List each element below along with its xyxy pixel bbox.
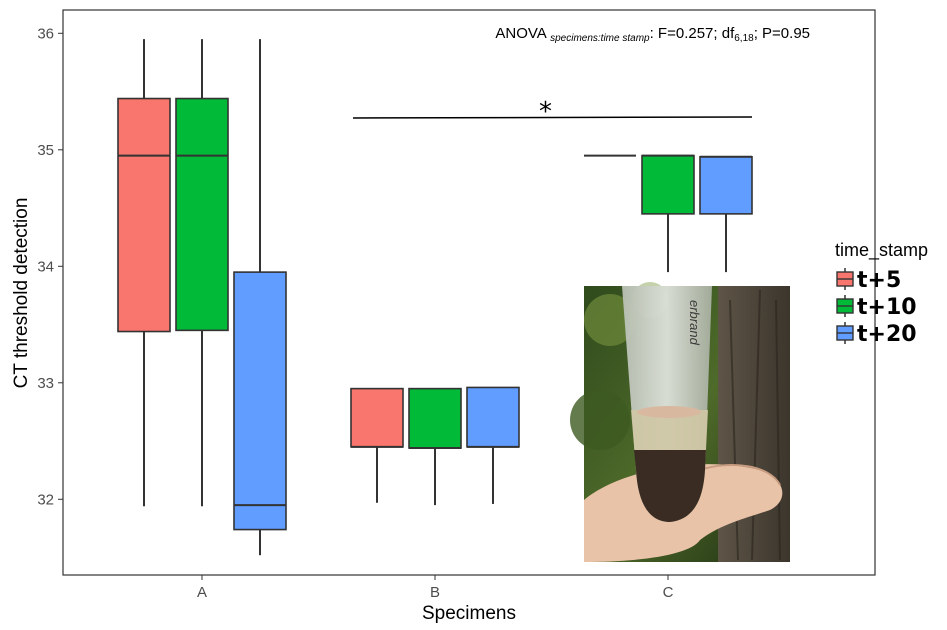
box-B-t+5 <box>350 387 404 503</box>
box-body <box>350 387 404 448</box>
box-body <box>233 271 287 531</box>
box-B-t+10 <box>408 387 462 506</box>
box-body <box>699 155 753 215</box>
legend-title: time_stamp <box>835 240 928 261</box>
y-axis-title: CT threshold detection <box>11 198 32 389</box>
x-tick-label: A <box>197 584 207 601</box>
box-C-t+10 <box>641 154 695 273</box>
box-body <box>466 386 520 448</box>
x-axis-title: Specimens <box>422 603 516 624</box>
legend-label: t+10 <box>857 295 917 320</box>
x-tick-label: C <box>663 584 674 601</box>
y-axis: 32 33 34 35 36 <box>37 25 63 508</box>
anova-prefix: ANOVA <box>495 25 550 42</box>
inset-photo-sample-tube: erbrand <box>570 282 790 562</box>
box-series-group <box>117 39 753 556</box>
x-axis: A B C <box>197 575 674 601</box>
box-body <box>175 97 229 332</box>
legend-label: t+20 <box>857 322 917 347</box>
legend-item-t+10: t+10 <box>836 295 917 320</box>
significance-bracket-line <box>352 116 753 119</box>
legend-item-t+5: t+5 <box>836 268 901 293</box>
box-body <box>641 154 695 215</box>
box-A-t+5 <box>117 39 171 507</box>
box-A-t+10 <box>175 39 229 507</box>
significance-star: * <box>539 97 552 127</box>
y-tick-label: 35 <box>37 142 54 159</box>
legend-label: t+5 <box>857 268 901 293</box>
y-tick-label: 34 <box>37 258 54 275</box>
anova-stats-b: ; P=0.95 <box>754 25 810 42</box>
box-body <box>117 97 171 333</box>
box-C-t+20 <box>699 155 753 273</box>
box-body <box>408 387 462 449</box>
x-tick-label: B <box>430 584 440 601</box>
y-tick-label: 36 <box>37 25 54 42</box>
legend-item-t+20: t+20 <box>836 322 917 347</box>
box-A-t+20 <box>233 39 287 556</box>
tube-brand-label: erbrand <box>687 300 702 346</box>
box-B-t+20 <box>466 386 520 504</box>
legend: time_stamp t+5t+10t+20 <box>835 240 928 347</box>
anova-df-subscript: 6,18 <box>734 33 754 44</box>
anova-annotation: ANOVA specimens:time stamp: F=0.257; df6… <box>495 25 810 44</box>
anova-subscript: specimens:time stamp <box>550 33 650 44</box>
y-tick-label: 32 <box>37 491 54 508</box>
anova-stats-a: : F=0.257; df <box>650 25 735 42</box>
y-tick-label: 33 <box>37 375 54 392</box>
